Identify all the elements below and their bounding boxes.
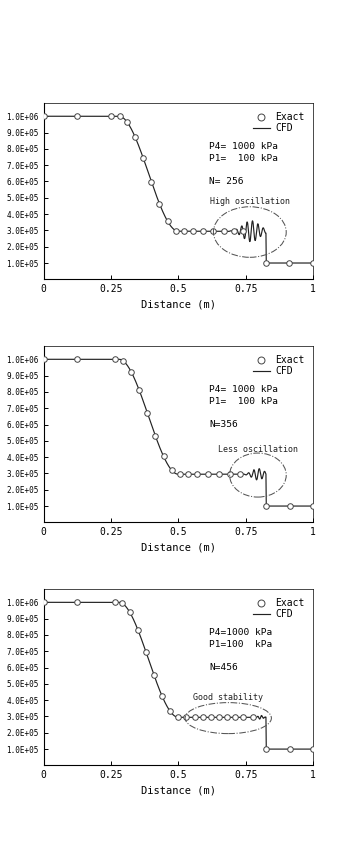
Text: Less oscillation: Less oscillation [218,445,298,454]
Text: High oscillation: High oscillation [210,197,290,206]
Text: P4=1000 kPa
P1=100  kPa

N=456: P4=1000 kPa P1=100 kPa N=456 [209,628,272,673]
X-axis label: Distance (m): Distance (m) [141,300,216,310]
Y-axis label: Pressure (Pa): Pressure (Pa) [0,639,1,716]
Legend: Exact, CFD: Exact, CFD [249,594,308,624]
Legend: Exact, CFD: Exact, CFD [249,108,308,138]
Legend: Exact, CFD: Exact, CFD [249,351,308,380]
Y-axis label: Pressure (Pa): Pressure (Pa) [0,153,1,230]
X-axis label: Distance (m): Distance (m) [141,543,216,553]
Y-axis label: Pressure (Pa): Pressure (Pa) [0,396,1,472]
X-axis label: Distance (m): Distance (m) [141,786,216,796]
Text: Good stability: Good stability [193,693,263,702]
Text: P4= 1000 kPa
P1=  100 kPa

N= 256: P4= 1000 kPa P1= 100 kPa N= 256 [209,142,278,187]
Text: P4= 1000 kPa
P1=  100 kPa

N=356: P4= 1000 kPa P1= 100 kPa N=356 [209,385,278,429]
